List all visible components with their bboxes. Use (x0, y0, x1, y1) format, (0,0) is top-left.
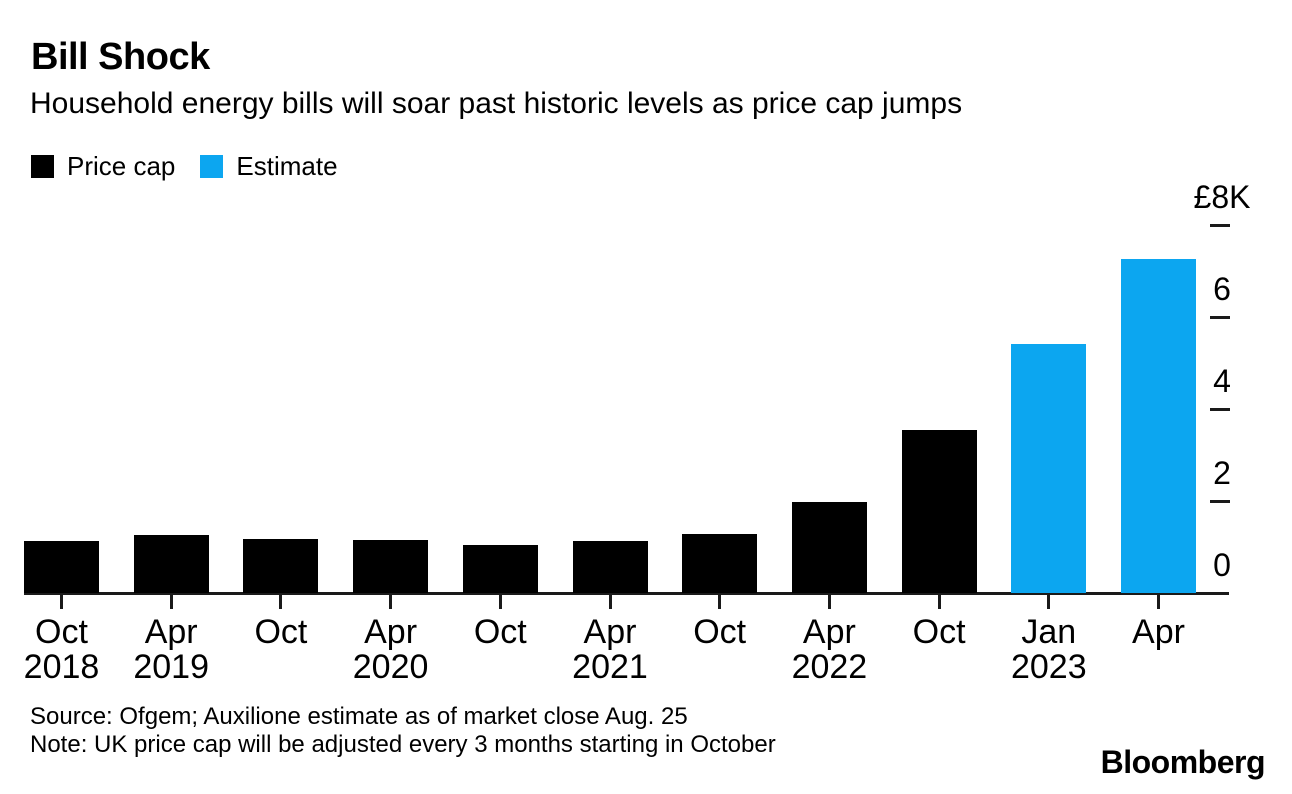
x-axis-year-label: 2022 (791, 648, 868, 686)
x-tick (608, 595, 612, 609)
x-axis-month-label: Oct (254, 613, 308, 651)
chart-title: Bill Shock (31, 36, 210, 78)
x-tick (279, 595, 283, 609)
y-axis-label: 4 (1213, 363, 1231, 399)
bar-apr-2020 (353, 539, 429, 593)
bloomberg-logo: Bloomberg (1100, 744, 1266, 780)
footnotes: Source: Ofgem; Auxilione estimate as of … (30, 703, 776, 759)
x-axis-month-label: Apr (802, 613, 856, 651)
x-axis-line (24, 592, 1229, 595)
y-axis-label: 2 (1213, 455, 1231, 491)
bar-apr (1121, 258, 1196, 593)
y-axis-label: £8K (1193, 179, 1251, 215)
legend-item-price-cap: Price cap (31, 151, 175, 182)
legend-label-price-cap: Price cap (67, 151, 176, 181)
x-axis-label: Jan 2023 (994, 615, 1104, 685)
x-axis-month-label: Apr (144, 613, 198, 651)
x-axis-year-label: 2021 (572, 648, 648, 686)
y-axis-label: 6 (1213, 271, 1231, 307)
x-axis-label: Oct 2018 (7, 615, 117, 685)
x-tick (937, 595, 941, 609)
legend-item-estimate: Estimate (200, 151, 338, 182)
x-tick (718, 595, 722, 609)
source-text: Source: Ofgem; Auxilione estimate as of … (30, 703, 688, 730)
x-tick (1157, 595, 1160, 609)
x-tick (60, 595, 63, 609)
legend: Price cap Estimate (31, 151, 338, 182)
x-axis-label: Oct (665, 615, 775, 650)
x-axis-label: Apr 2019 (116, 615, 226, 685)
x-axis-label: Oct (226, 615, 336, 650)
x-axis-label: Oct (884, 615, 994, 650)
legend-swatch-price-cap-icon (31, 155, 54, 178)
x-axis-year-label: 2018 (23, 648, 100, 686)
x-axis-month-label: Apr (583, 613, 637, 651)
x-axis-year-label: 2020 (352, 648, 429, 686)
y-tick (1210, 315, 1230, 319)
bar-apr-2021 (572, 540, 648, 593)
x-axis-label: Apr 2020 (336, 615, 446, 685)
x-tick (1047, 595, 1051, 609)
x-axis-month-label: Apr (364, 613, 418, 651)
bar-oct (682, 534, 758, 593)
x-axis-label: Oct (445, 615, 555, 650)
x-axis-month-label: Apr (1132, 613, 1185, 651)
legend-label-estimate: Estimate (236, 151, 338, 181)
y-tick (1210, 223, 1230, 227)
x-tick (389, 595, 393, 609)
chart-subtitle: Household energy bills will soar past hi… (30, 87, 963, 120)
x-tick (169, 595, 173, 609)
x-axis-month-label: Jan (1021, 613, 1077, 651)
bar-jan-2023 (1011, 344, 1087, 593)
legend-swatch-estimate-icon (200, 155, 224, 178)
y-axis-label: 0 (1213, 547, 1231, 583)
bar-oct (243, 538, 319, 593)
bar-oct (462, 545, 538, 593)
x-axis-month-label: Oct (473, 613, 527, 651)
x-axis-month-label: Oct (35, 613, 88, 651)
x-tick (827, 595, 831, 609)
bar-apr-2019 (133, 535, 209, 593)
x-axis-month-label: Oct (693, 613, 747, 651)
y-tick (1210, 499, 1230, 503)
x-axis-year-label: 2023 (1010, 648, 1087, 686)
x-axis-year-label: 2019 (133, 648, 209, 686)
bar-oct-2018 (24, 540, 99, 593)
bar-apr-2022 (791, 502, 867, 593)
bar-oct (901, 429, 977, 593)
note-text: Note: UK price cap will be adjusted ever… (30, 731, 776, 758)
x-axis-label: Apr (1104, 615, 1214, 650)
x-axis-label: Apr 2022 (774, 615, 884, 685)
x-tick (498, 595, 502, 609)
y-tick (1210, 407, 1230, 411)
x-axis-label: Apr 2021 (555, 615, 665, 685)
x-axis-month-label: Oct (912, 613, 966, 651)
